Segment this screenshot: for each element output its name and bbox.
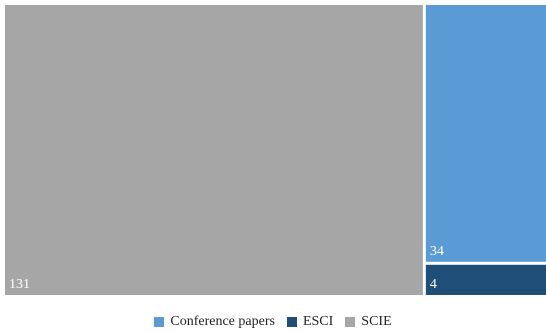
treemap-tiles: 131 34 4: [5, 5, 546, 295]
tile-label-scie: 131: [9, 277, 30, 292]
legend-swatch-scie: [345, 317, 356, 327]
tile-scie: [5, 5, 423, 295]
legend-swatch-esci: [286, 317, 297, 327]
tile-label-esci: 4: [430, 277, 437, 292]
legend-item-esci: ESCI: [286, 314, 334, 330]
legend-item-conference-papers: Conference papers: [154, 314, 275, 330]
tile-label-conference-papers: 34: [430, 244, 444, 259]
legend-label-scie: SCIE: [361, 314, 392, 329]
legend-label-esci: ESCI: [302, 314, 334, 329]
tile-esci: [425, 264, 546, 295]
tile-conference-papers: [425, 5, 546, 262]
legend-item-scie: SCIE: [345, 314, 392, 330]
chart-legend: Conference papers ESCI SCIE: [0, 313, 546, 331]
legend-swatch-conference-papers: [154, 317, 165, 327]
legend-label-conference-papers: Conference papers: [170, 314, 275, 329]
